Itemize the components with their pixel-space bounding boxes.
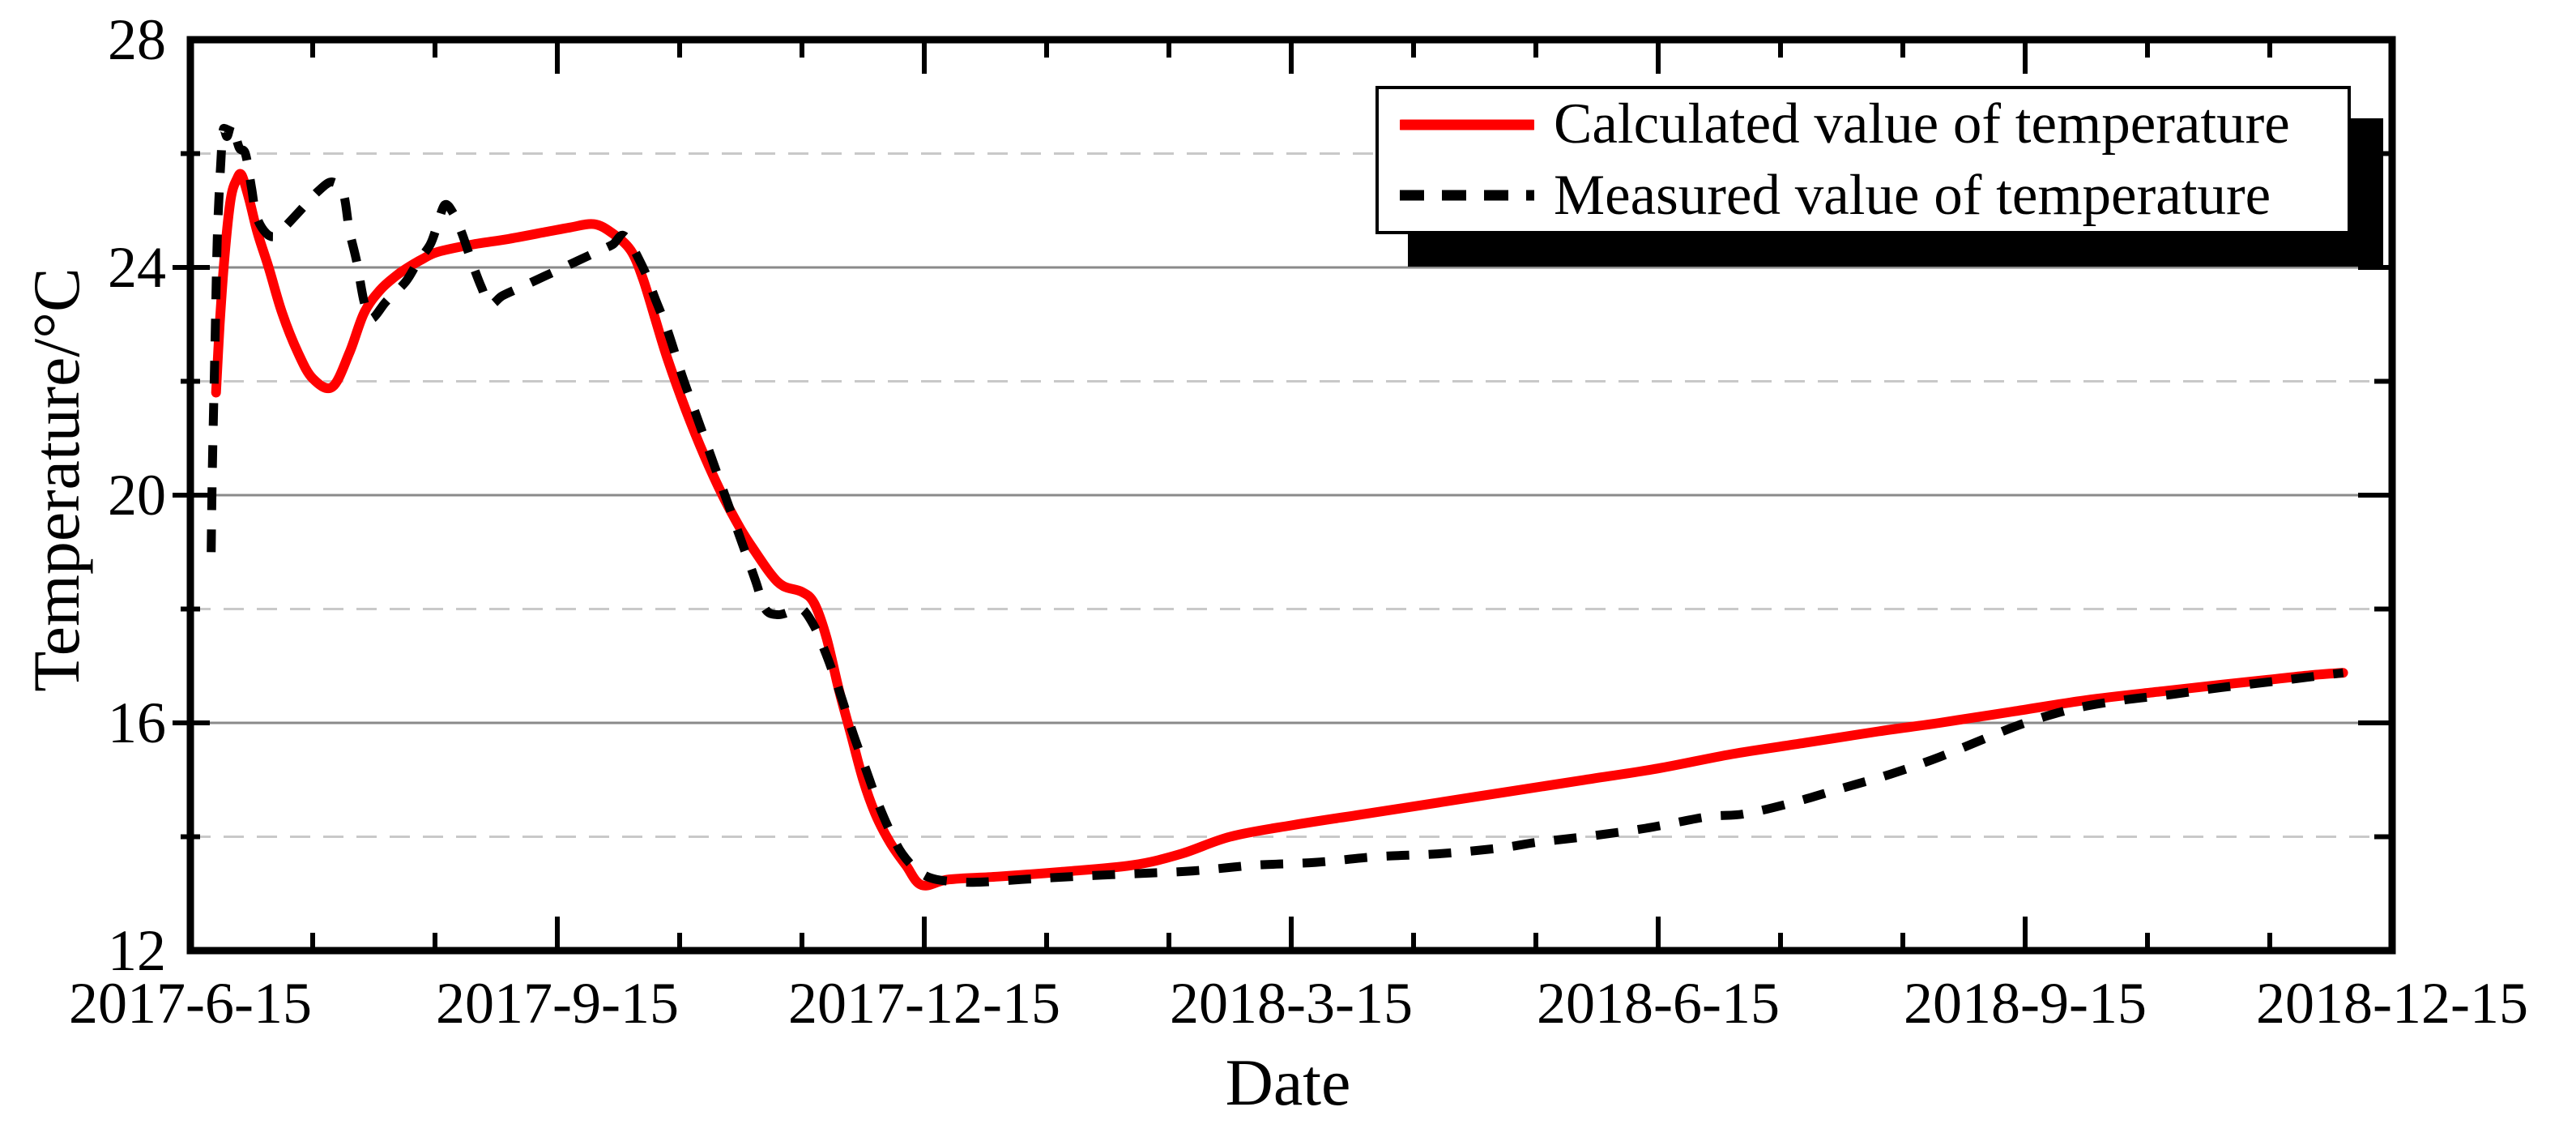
measured-line-sample — [1400, 190, 1534, 201]
legend-item-calculated: Calculated value of temperature — [1400, 89, 2348, 160]
legend-label-measured: Measured value of temperature — [1554, 163, 2271, 227]
x-tick-label: 2017-6-15 — [69, 971, 312, 1036]
gridlines — [190, 152, 2392, 838]
y-tick-label: 28 — [108, 7, 166, 72]
x-tick-label: 2017-12-15 — [788, 971, 1060, 1036]
y-tick-label: 20 — [108, 463, 166, 528]
x-tick-label: 2017-9-15 — [436, 971, 679, 1036]
calculated-line-sample — [1400, 119, 1534, 130]
y-tick-label: 12 — [108, 918, 166, 983]
calculated-temperature-curve — [211, 169, 2348, 891]
legend-label-calculated: Calculated value of temperature — [1554, 92, 2290, 156]
measured-temperature-curve — [207, 120, 2344, 887]
legend-item-measured: Measured value of temperature — [1400, 160, 2348, 232]
x-tick-label: 2018-12-15 — [2256, 971, 2528, 1036]
axis-frame — [186, 36, 2396, 955]
x-tick-label: 2018-9-15 — [1904, 971, 2147, 1036]
y-tick-label: 24 — [108, 235, 166, 300]
x-tick-label: 2018-6-15 — [1537, 971, 1780, 1036]
x-tick-label: 2018-3-15 — [1170, 971, 1413, 1036]
legend: Calculated value of temperature Measured… — [1375, 86, 2351, 234]
y-tick-label: 16 — [108, 690, 166, 755]
y-axis-title: Temperature/°C — [19, 267, 93, 692]
x-axis-title: Date — [1225, 1045, 1351, 1119]
